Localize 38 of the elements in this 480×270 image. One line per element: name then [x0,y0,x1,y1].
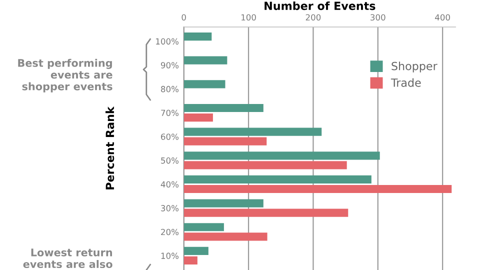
y-tick-label: 50% [161,157,179,164]
bar [184,128,322,136]
y-tick-label: 20% [161,228,179,236]
bar [184,256,198,265]
bar [184,161,347,170]
y-tick-label: 70% [161,110,179,116]
y-tick-label: 100% [156,38,179,45]
bar [184,208,348,217]
x-axis-title: Number of Events [264,1,376,10]
legend-label: Trade [390,78,421,87]
y-tick-label: 60% [161,134,179,140]
y-tick-label: 10% [161,252,179,259]
x-tick-label: 0 [182,14,186,21]
bar [184,113,213,122]
bar [184,199,264,208]
legend-label: Shopper [392,62,438,72]
bar [184,175,372,184]
x-tick-label: 300 [370,14,386,21]
text: Lowest return events are also [23,248,112,268]
text: Best performing events are shopper events [18,58,112,92]
x-tick-label: 200 [306,14,321,21]
bar [184,184,452,194]
y-tick-label: 40% [160,181,179,188]
bar [184,32,212,41]
bar [184,232,268,241]
bar [184,246,208,255]
bar [184,137,267,146]
bar [184,104,264,112]
y-tick-label: 30% [161,205,179,212]
bar [184,152,380,160]
y-tick-label: 90% [160,62,179,68]
bar [184,80,226,88]
y-axis-title: Percent Rank [106,106,114,190]
x-tick-label: 400 [435,14,450,21]
x-tick-label: 100 [241,14,256,21]
bar [184,223,224,232]
y-tick-label: 80% [161,86,179,92]
bar [184,56,228,64]
